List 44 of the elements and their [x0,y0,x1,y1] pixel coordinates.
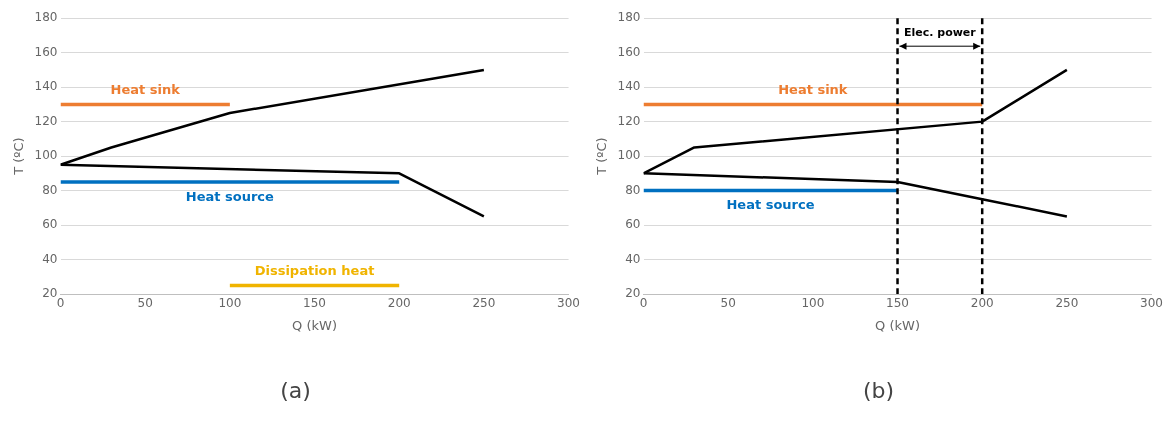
y-tick-label: 40 [42,251,58,266]
y-tick-label: 120 [617,113,641,128]
y-axis-title: T (ºC) [11,137,27,176]
x-tick-label: 200 [387,296,411,311]
x-tick-label: 300 [557,296,580,311]
x-tick-label: 50 [137,296,153,311]
x-tick-label: 100 [801,296,825,311]
y-tick-label: 180 [34,10,58,25]
x-tick-label: 50 [720,296,736,311]
y-tick-label: 60 [625,217,641,232]
y-tick-label: 80 [42,182,58,197]
x-tick-label: 100 [218,296,242,311]
x-tick-label: 300 [1140,296,1163,311]
x-axis-title: Q (kW) [875,317,920,333]
annotation: Elec. power [903,25,977,39]
text: (b) [861,378,896,403]
y-tick-label: 180 [617,10,641,25]
y-tick-label: 80 [625,182,641,197]
series-label: Heat source [726,197,815,213]
y-axis-title: T (ºC) [594,137,610,176]
y-tick-label: 100 [617,148,641,163]
x-axis-title: Q (kW) [292,317,337,333]
y-tick-label: 20 [42,286,58,301]
x-tick-label: 150 [303,296,326,311]
x-tick-label: 0 [639,296,648,311]
text: (a) [279,378,312,403]
x-tick-label: 200 [970,296,994,311]
x-tick-label: 250 [1055,296,1079,311]
x-tick-label: 150 [886,296,909,311]
series-label: Dissipation heat [254,263,375,279]
y-tick-label: 40 [625,251,641,266]
series-label: Heat source [185,188,275,204]
y-tick-label: 120 [34,113,58,128]
y-tick-label: 60 [42,217,58,232]
y-tick-label: 140 [617,79,641,94]
series-label: Heat sink [110,82,181,98]
y-tick-label: 160 [34,44,58,59]
series-label: Heat sink [778,82,848,98]
x-tick-label: 0 [56,296,65,311]
y-tick-label: 160 [617,44,641,59]
y-tick-label: 140 [34,79,58,94]
y-tick-label: 100 [34,148,58,163]
y-tick-label: 20 [625,286,641,301]
x-tick-label: 250 [472,296,496,311]
